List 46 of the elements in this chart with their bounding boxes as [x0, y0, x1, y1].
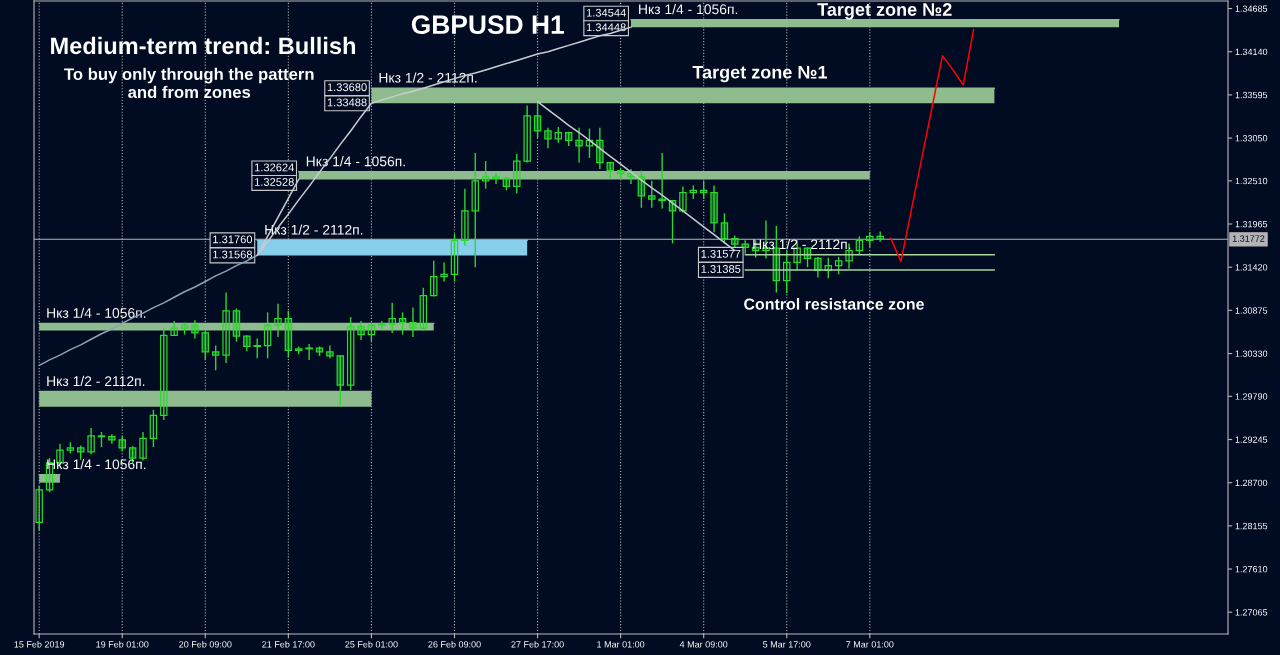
y-tick-label: 1.30875	[1235, 307, 1268, 314]
series-label: Нкз 1/4 - 1056п.	[306, 156, 405, 167]
y-tick-label: 1.29790	[1235, 393, 1268, 400]
annotation: To buy only through the pattern and from zones	[64, 67, 314, 99]
x-tick-label: 21 Feb 17:00	[262, 640, 315, 648]
y-tick-label: 1.34685	[1235, 5, 1268, 12]
x-tick-label: 5 Mar 17:00	[763, 641, 811, 648]
x-tick-label: 20 Feb 09:00	[179, 640, 232, 648]
annotation: 1.33488	[327, 98, 367, 107]
y-tick-label: 1.33595	[1235, 91, 1268, 99]
annotation: 1.31577	[701, 249, 741, 258]
y-tick-label: 1.30330	[1235, 350, 1268, 357]
y-tick-label: 1.28155	[1235, 522, 1268, 530]
annotation: 1.31568	[213, 250, 253, 259]
x-tick-label: 26 Feb 09:00	[428, 640, 481, 648]
annotation: 1.34448	[586, 23, 626, 32]
annotation: 1.33680	[327, 83, 367, 92]
x-tick-label: 27 Feb 17:00	[511, 640, 564, 648]
annotation: 1.32624	[254, 163, 294, 172]
x-tick-label: 25 Feb 01:00	[345, 640, 398, 648]
x-tick-label: 7 Mar 01:00	[846, 641, 894, 648]
annotation: Target zone №2	[817, 3, 952, 20]
x-tick-label: 4 Mar 09:00	[679, 641, 728, 648]
y-tick-label: 1.28700	[1235, 479, 1268, 487]
annotation: Target zone №1	[692, 65, 828, 83]
annotation: 1.31760	[213, 235, 253, 244]
text: Medium-term trend: Bullish	[51, 36, 356, 55]
y-tick-label: 1.27065	[1235, 609, 1268, 616]
x-tick-label: 1 Mar 01:00	[597, 641, 645, 648]
x-tick-label: 15 Feb 2019	[14, 640, 65, 648]
y-tick-label: 1.31965	[1235, 220, 1268, 228]
series-label: Нкз 1/2 - 2112п.	[47, 375, 145, 387]
chart-title: GBPUSD H1	[411, 15, 564, 35]
y-tick-label: 1.33050	[1235, 135, 1268, 142]
y-tick-label: 1.32510	[1235, 177, 1268, 185]
x-tick-label: 19 Feb 01:00	[96, 640, 149, 648]
series-label: Нкз 1/4 - 1056п.	[639, 3, 738, 15]
y-tick-label: 1.34140	[1235, 48, 1268, 56]
annotation: Control resistance zone	[744, 298, 924, 310]
annotation: 1.31385	[701, 265, 741, 273]
annotation: 1.32528	[254, 178, 294, 186]
y-tick-label: 1.27610	[1235, 566, 1268, 573]
y-tick-label: 1.31420	[1235, 264, 1268, 271]
annotation: 1.34544	[586, 8, 626, 17]
y-tick-label: 1.29245	[1235, 436, 1268, 443]
ref-line-label: 1.31772	[1232, 235, 1265, 242]
